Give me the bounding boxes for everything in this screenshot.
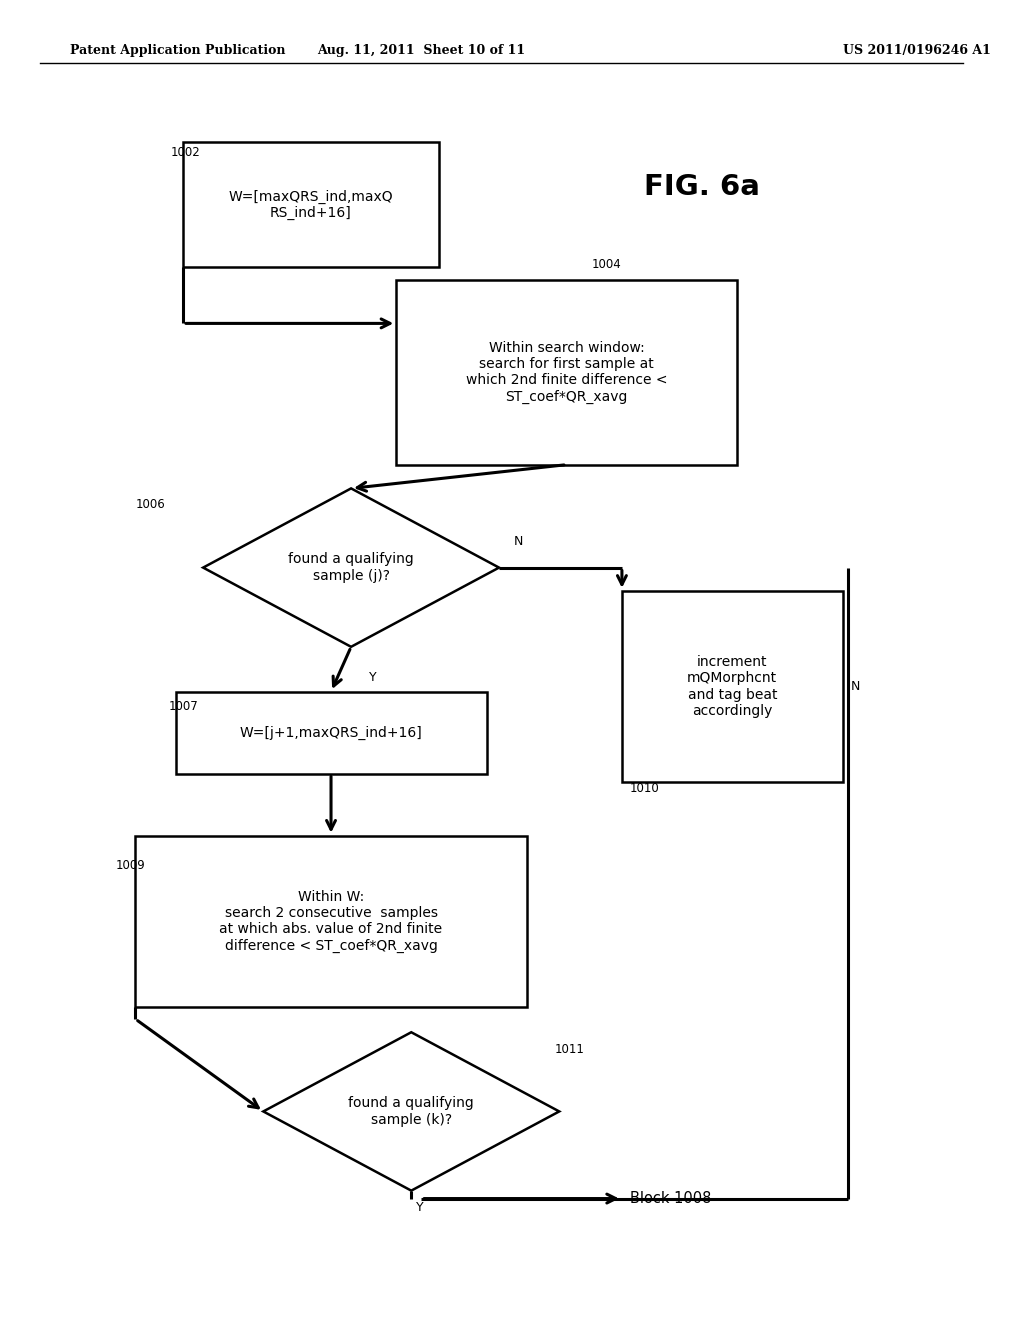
Text: W=[maxQRS_ind,maxQ
RS_ind+16]: W=[maxQRS_ind,maxQ RS_ind+16] [228, 189, 393, 220]
Text: Aug. 11, 2011  Sheet 10 of 11: Aug. 11, 2011 Sheet 10 of 11 [317, 44, 525, 57]
FancyBboxPatch shape [183, 143, 439, 267]
FancyBboxPatch shape [622, 591, 843, 781]
Text: Y: Y [369, 671, 377, 684]
Text: Block 1008: Block 1008 [630, 1191, 712, 1206]
FancyBboxPatch shape [396, 280, 737, 465]
Text: N: N [514, 535, 523, 548]
Text: W=[j+1,maxQRS_ind+16]: W=[j+1,maxQRS_ind+16] [240, 726, 422, 739]
FancyBboxPatch shape [175, 692, 486, 774]
Text: Within search window:
search for first sample at
which 2nd finite difference <
S: Within search window: search for first s… [466, 341, 668, 404]
Text: 1011: 1011 [555, 1043, 585, 1056]
Polygon shape [263, 1032, 559, 1191]
Text: 1002: 1002 [171, 145, 201, 158]
Text: 1009: 1009 [116, 858, 145, 871]
Text: 1004: 1004 [592, 257, 622, 271]
Polygon shape [203, 488, 499, 647]
Text: found a qualifying
sample (j)?: found a qualifying sample (j)? [288, 553, 414, 582]
Text: 1006: 1006 [135, 498, 165, 511]
FancyBboxPatch shape [135, 836, 526, 1007]
Text: 1010: 1010 [630, 781, 659, 795]
Text: Within W:
search 2 consecutive  samples
at which abs. value of 2nd finite
differ: Within W: search 2 consecutive samples a… [219, 890, 442, 953]
Text: N: N [851, 680, 860, 693]
Text: Patent Application Publication: Patent Application Publication [71, 44, 286, 57]
Text: increment
mQMorphcnt
and tag beat
accordingly: increment mQMorphcnt and tag beat accord… [687, 655, 777, 718]
Text: US 2011/0196246 A1: US 2011/0196246 A1 [843, 44, 990, 57]
Text: Y: Y [417, 1201, 424, 1214]
Text: FIG. 6a: FIG. 6a [644, 173, 760, 202]
Text: 1007: 1007 [169, 700, 199, 713]
Text: found a qualifying
sample (k)?: found a qualifying sample (k)? [348, 1097, 474, 1126]
